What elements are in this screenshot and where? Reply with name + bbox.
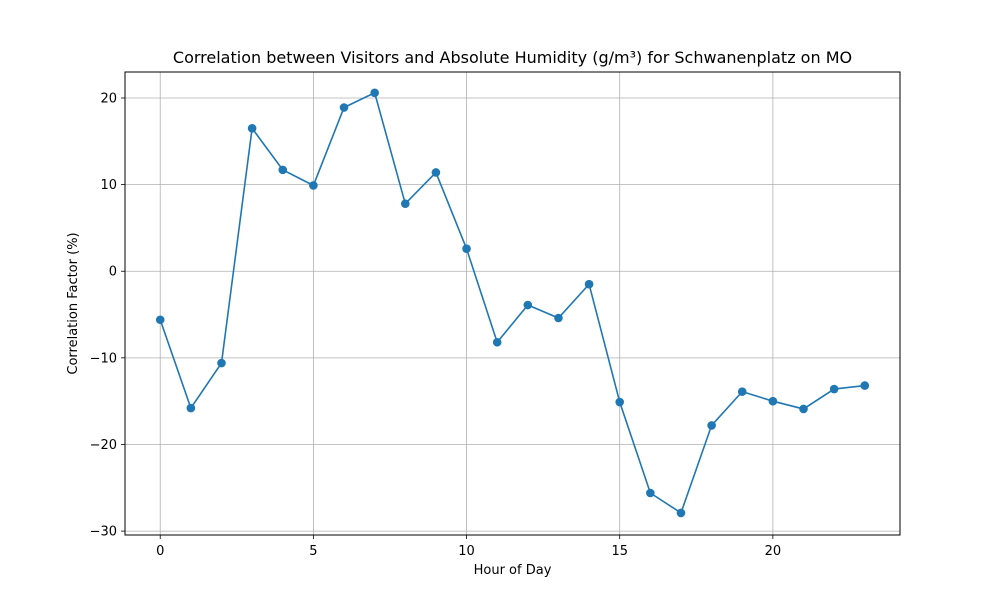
data-point [523,300,533,310]
data-point [584,279,594,289]
ticks: 0 5 10 15 20 −30 −20 −10 0 10 20 [90,91,782,559]
y-tick-label: −20 [90,438,117,453]
x-tick-label: 20 [765,544,782,559]
data-point [217,358,226,368]
data-point [155,315,165,325]
x-tick-label: 5 [309,544,317,559]
data-point [707,421,716,430]
chart-title: Correlation between Visitors and Absolut… [173,48,852,67]
data-point [309,181,318,190]
y-tick-label: −10 [90,351,117,366]
data-point [768,396,778,406]
data-point [554,313,563,323]
x-tick-label: 10 [458,544,475,559]
data-point [278,165,288,175]
data-point [737,387,747,396]
data-point [799,404,808,414]
data-point [646,488,655,498]
data-point [247,124,257,133]
series-layer [155,88,870,518]
grid [125,72,900,535]
y-tick-label: 20 [100,91,117,106]
data-point [400,199,410,208]
data-point [615,397,625,407]
x-tick-label: 15 [611,544,628,559]
plot-frame [124,71,901,536]
data-point [462,244,471,254]
data-point [492,337,502,347]
series-line [159,91,865,515]
data-point [370,88,379,98]
data-point [860,381,870,390]
y-tick-label: 10 [100,178,117,193]
y-tick-label: −30 [90,525,117,540]
data-point [431,168,441,177]
data-point [339,103,349,112]
y-tick-label: 0 [109,265,117,280]
data-point [676,508,686,518]
x-tick-label: 0 [156,544,164,559]
data-point [186,403,196,413]
y-axis-label: Correlation Factor (%) [66,232,81,374]
x-axis-label: Hour of Day [474,563,552,578]
data-point [829,384,839,394]
